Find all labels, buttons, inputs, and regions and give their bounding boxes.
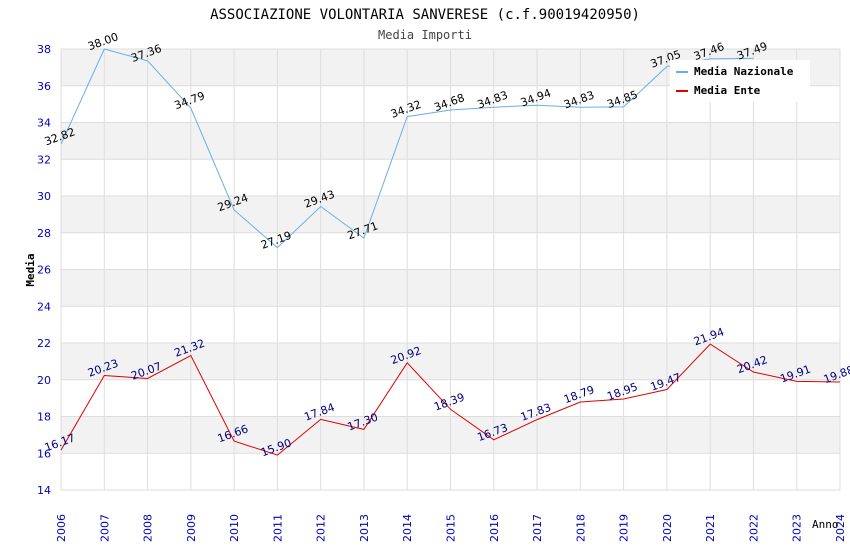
data-label: 34.83 bbox=[562, 88, 596, 111]
legend-label-media-nazionale: Media Nazionale bbox=[694, 65, 794, 78]
x-tick-label: 2019 bbox=[618, 514, 631, 542]
series-line-media-nazionale bbox=[60, 48, 754, 249]
y-tick-label: 32 bbox=[37, 153, 51, 166]
data-label: 34.83 bbox=[476, 88, 510, 111]
y-tick-label: 22 bbox=[37, 337, 51, 350]
y-tick-label: 38 bbox=[37, 43, 51, 56]
x-tick-label: 2022 bbox=[747, 514, 760, 542]
x-tick-label: 2007 bbox=[98, 514, 111, 542]
y-tick-label: 34 bbox=[37, 117, 51, 130]
x-tick-label: 2021 bbox=[704, 514, 717, 542]
y-tick-label: 18 bbox=[37, 411, 51, 424]
data-label: 34.79 bbox=[173, 89, 207, 112]
data-label: 18.95 bbox=[605, 380, 639, 403]
x-tick-label: 2020 bbox=[661, 514, 674, 542]
x-tick-label: 2010 bbox=[228, 514, 241, 542]
legend: Media Nazionale Media Ente bbox=[670, 60, 810, 102]
x-tick-label: 2023 bbox=[791, 514, 804, 542]
y-tick-label: 24 bbox=[37, 300, 51, 313]
series-line-media-ente bbox=[60, 343, 841, 456]
chart-title: ASSOCIAZIONE VOLONTARIA SANVERESE (c.f.9… bbox=[210, 7, 640, 23]
gridlines bbox=[60, 48, 841, 491]
x-tick-label: 2016 bbox=[488, 514, 501, 542]
y-tick-label: 28 bbox=[37, 227, 51, 240]
data-label: 34.85 bbox=[605, 88, 639, 111]
x-tick-label: 2024 bbox=[834, 514, 847, 542]
x-tick-label: 2017 bbox=[531, 514, 544, 542]
legend-box bbox=[670, 60, 810, 102]
x-tick-label: 2006 bbox=[55, 514, 68, 542]
data-label: 18.39 bbox=[432, 391, 466, 414]
y-axis-ticks: 14 16 18 20 22 24 26 28 30 32 34 36 38 bbox=[37, 43, 51, 497]
x-tick-label: 2008 bbox=[142, 514, 155, 542]
y-tick-label: 20 bbox=[37, 374, 51, 387]
x-tick-label: 2014 bbox=[401, 514, 414, 542]
y-tick-label: 14 bbox=[37, 484, 51, 497]
y-tick-label: 16 bbox=[37, 447, 51, 460]
legend-label-media-ente: Media Ente bbox=[694, 84, 761, 97]
y-axis-label: Media bbox=[24, 253, 37, 286]
data-label: 34.68 bbox=[432, 91, 466, 114]
x-tick-label: 2011 bbox=[271, 514, 284, 542]
y-tick-label: 36 bbox=[37, 80, 51, 93]
series-lines bbox=[60, 48, 841, 456]
x-tick-label: 2012 bbox=[315, 514, 328, 542]
y-tick-label: 26 bbox=[37, 264, 51, 277]
x-axis-ticks: 2006 2007 2008 2009 2010 2011 2012 2013 2014 2015… bbox=[55, 514, 847, 542]
y-tick-label: 30 bbox=[37, 190, 51, 203]
x-tick-label: 2009 bbox=[185, 514, 198, 542]
x-tick-label: 2013 bbox=[358, 514, 371, 542]
x-axis-label: Anno bbox=[812, 518, 839, 531]
x-tick-label: 2015 bbox=[445, 514, 458, 542]
chart-subtitle: Media Importi bbox=[378, 28, 472, 42]
data-label: 34.32 bbox=[389, 98, 423, 121]
x-tick-label: 2018 bbox=[574, 514, 587, 542]
